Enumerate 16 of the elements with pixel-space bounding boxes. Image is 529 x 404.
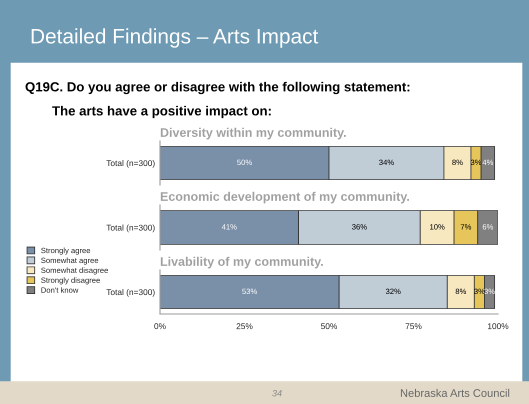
y-tick-label: Total (n=300): [106, 160, 155, 168]
text: Nebraska Arts Council: [400, 388, 510, 397]
text: The arts have a positive impact on:: [52, 106, 271, 118]
text: 34: [272, 390, 282, 396]
x-tick-label: 25%: [236, 323, 253, 330]
x-tick-label: 75%: [406, 323, 422, 330]
chart-title: Livability of my community.: [160, 256, 323, 268]
chart-title: Economic development of my community.: [160, 192, 409, 204]
y-tick-label: Total (n=300): [106, 288, 155, 297]
x-tick-label: 0%: [154, 323, 166, 330]
chart-title: Diversity within my community.: [160, 128, 346, 140]
x-tick-label: 100%: [488, 323, 508, 330]
text: Detailed Findings – Arts Impact: [32, 28, 318, 48]
y-tick-label: Total (n=300): [106, 224, 155, 232]
text: Q19C. Do you agree or disagree with the following statement:: [26, 82, 410, 94]
x-tick-label: 50%: [320, 323, 338, 330]
